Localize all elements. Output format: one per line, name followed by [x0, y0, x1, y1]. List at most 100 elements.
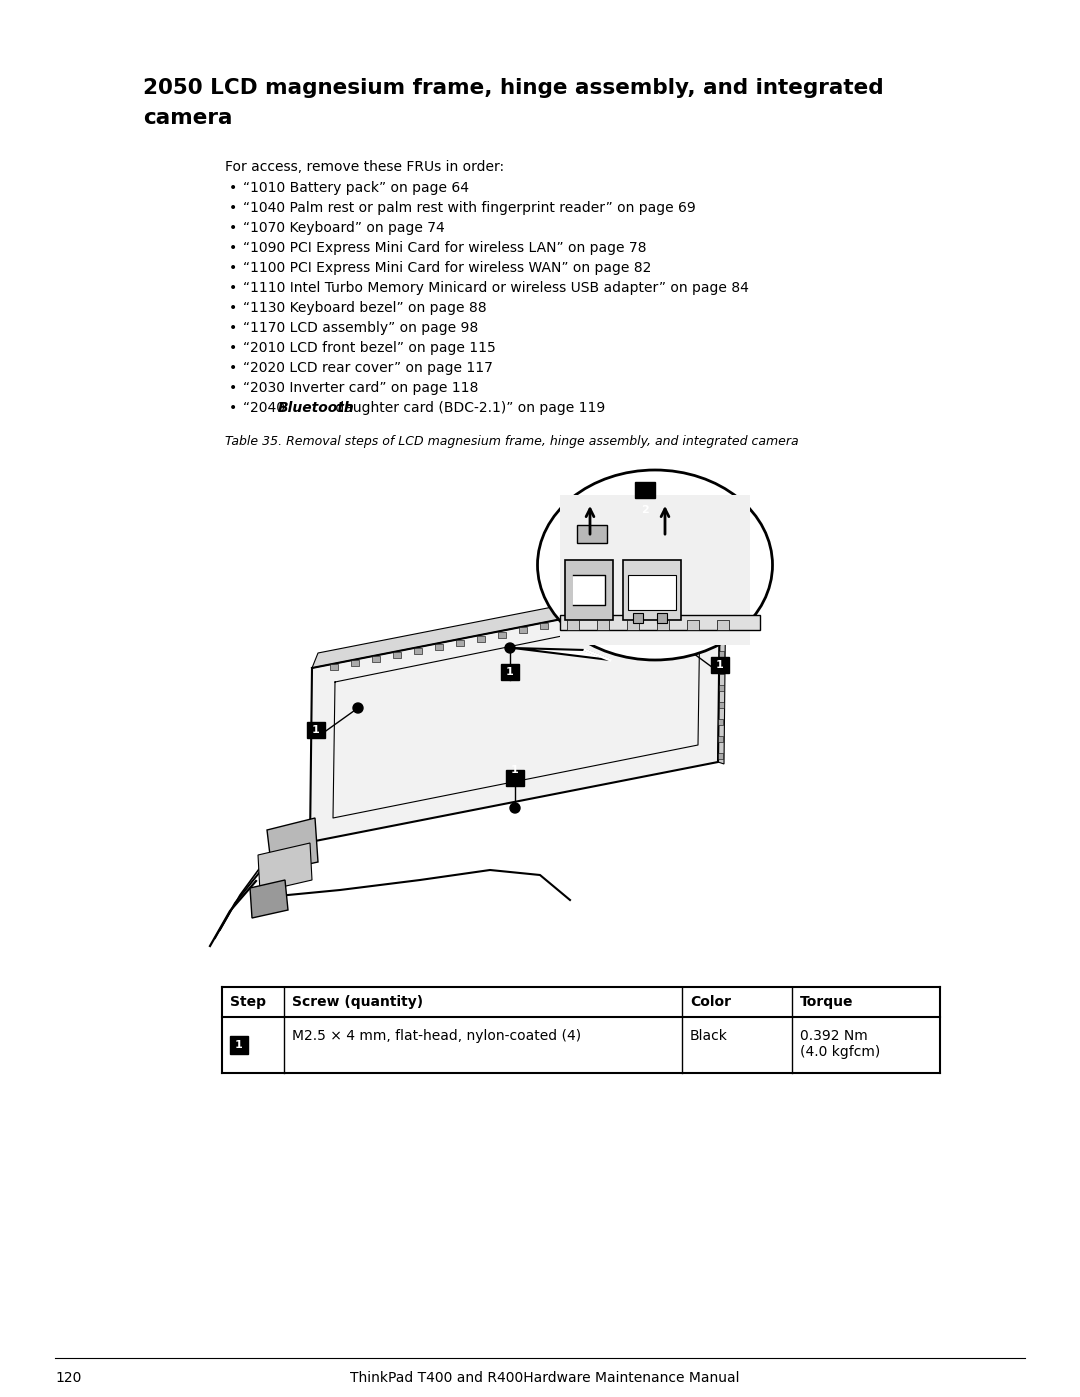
Text: “2030 Inverter card” on page 118: “2030 Inverter card” on page 118	[243, 381, 478, 395]
Bar	[719, 634, 725, 640]
Bar	[372, 657, 380, 662]
Bar	[307, 722, 325, 738]
Text: Screw (quantity): Screw (quantity)	[292, 995, 423, 1009]
Text: 0.392 Nm: 0.392 Nm	[800, 1030, 867, 1044]
Bar	[718, 703, 724, 708]
Bar	[597, 620, 609, 630]
Bar	[718, 736, 724, 742]
Text: “1040 Palm rest or palm rest with fingerprint reader” on page 69: “1040 Palm rest or palm rest with finger…	[243, 201, 696, 215]
Text: 1: 1	[511, 766, 518, 775]
Text: camera: camera	[143, 108, 232, 129]
Text: “1130 Keyboard bezel” on page 88: “1130 Keyboard bezel” on page 88	[243, 300, 487, 314]
Bar	[540, 623, 548, 629]
Circle shape	[353, 703, 363, 712]
Text: “1110 Intel Turbo Memory Minicard or wireless USB adapter” on page 84: “1110 Intel Turbo Memory Minicard or wir…	[243, 281, 748, 295]
Text: 1: 1	[716, 659, 724, 671]
Bar	[573, 576, 605, 605]
Bar	[567, 620, 579, 630]
Text: 2: 2	[642, 504, 649, 515]
Bar	[719, 617, 725, 623]
Text: “1170 LCD assembly” on page 98: “1170 LCD assembly” on page 98	[243, 321, 478, 335]
Bar	[330, 665, 338, 671]
Text: •: •	[229, 201, 238, 215]
Text: 120: 120	[55, 1370, 81, 1384]
Text: •: •	[229, 182, 238, 196]
Text: “1010 Battery pack” on page 64: “1010 Battery pack” on page 64	[243, 182, 469, 196]
Bar	[666, 598, 674, 605]
Bar	[627, 576, 676, 610]
Bar	[719, 685, 724, 692]
Text: •: •	[229, 321, 238, 335]
Bar	[477, 636, 485, 641]
Bar	[687, 595, 696, 601]
Text: 1: 1	[507, 666, 514, 678]
Bar	[719, 651, 725, 657]
Text: daughter card (BDC-2.1)” on page 119: daughter card (BDC-2.1)” on page 119	[330, 401, 605, 415]
Text: •: •	[229, 242, 238, 256]
Polygon shape	[718, 573, 726, 764]
Bar	[718, 719, 724, 725]
Bar	[633, 613, 643, 623]
Text: For access, remove these FRUs in order:: For access, remove these FRUs in order:	[225, 161, 504, 175]
Polygon shape	[258, 842, 312, 893]
Bar	[435, 644, 443, 650]
Bar	[657, 613, 667, 623]
Text: •: •	[229, 221, 238, 235]
Circle shape	[510, 803, 519, 813]
Polygon shape	[267, 819, 318, 872]
Bar	[577, 525, 607, 543]
Bar	[717, 620, 729, 630]
Bar	[624, 606, 632, 613]
Text: •: •	[229, 261, 238, 275]
Bar	[687, 620, 699, 630]
Bar	[351, 661, 359, 666]
Bar	[720, 599, 725, 606]
Bar	[414, 648, 422, 654]
Bar	[603, 610, 611, 617]
Text: “2040: “2040	[243, 401, 289, 415]
Bar	[507, 770, 524, 787]
Text: Torque: Torque	[800, 995, 853, 1009]
Bar	[561, 495, 750, 645]
Text: Bluetooth: Bluetooth	[279, 401, 355, 415]
Text: “1090 PCI Express Mini Card for wireless LAN” on page 78: “1090 PCI Express Mini Card for wireless…	[243, 242, 647, 256]
Text: Black: Black	[690, 1030, 728, 1044]
Text: “1100 PCI Express Mini Card for wireless WAN” on page 82: “1100 PCI Express Mini Card for wireless…	[243, 261, 651, 275]
Bar	[711, 657, 729, 673]
Text: Step: Step	[230, 995, 266, 1009]
Text: “2020 LCD rear cover” on page 117: “2020 LCD rear cover” on page 117	[243, 360, 492, 374]
Bar	[582, 615, 590, 622]
Bar	[657, 620, 669, 630]
Polygon shape	[249, 880, 288, 918]
Text: “1070 Keyboard” on page 74: “1070 Keyboard” on page 74	[243, 221, 445, 235]
Text: 1: 1	[312, 725, 320, 735]
Text: 2050 LCD magnesium frame, hinge assembly, and integrated: 2050 LCD magnesium frame, hinge assembly…	[143, 78, 883, 98]
Bar	[718, 753, 724, 759]
Bar	[719, 668, 724, 673]
Polygon shape	[623, 560, 681, 620]
Text: •: •	[229, 360, 238, 374]
Text: •: •	[229, 401, 238, 415]
Ellipse shape	[538, 469, 772, 659]
Text: “2010 LCD front bezel” on page 115: “2010 LCD front bezel” on page 115	[243, 341, 496, 355]
Text: 1: 1	[235, 1039, 243, 1051]
Bar	[635, 482, 654, 497]
Bar	[561, 615, 760, 630]
Bar	[498, 631, 507, 637]
Text: ThinkPad T400 and R400Hardware Maintenance Manual: ThinkPad T400 and R400Hardware Maintenan…	[350, 1370, 740, 1384]
Text: •: •	[229, 341, 238, 355]
Bar	[456, 640, 464, 645]
Bar	[501, 664, 519, 680]
Polygon shape	[565, 560, 613, 620]
Circle shape	[505, 643, 515, 652]
Circle shape	[677, 640, 687, 650]
Bar	[230, 1037, 248, 1053]
Bar	[627, 620, 639, 630]
Text: Table 35. Removal steps of LCD magnesium frame, hinge assembly, and integrated c: Table 35. Removal steps of LCD magnesium…	[225, 434, 798, 448]
Bar	[393, 652, 401, 658]
Polygon shape	[310, 588, 720, 842]
Bar	[561, 619, 569, 626]
Text: M2.5 × 4 mm, flat-head, nylon-coated (4): M2.5 × 4 mm, flat-head, nylon-coated (4)	[292, 1030, 581, 1044]
Text: Color: Color	[690, 995, 731, 1009]
Polygon shape	[312, 573, 726, 668]
